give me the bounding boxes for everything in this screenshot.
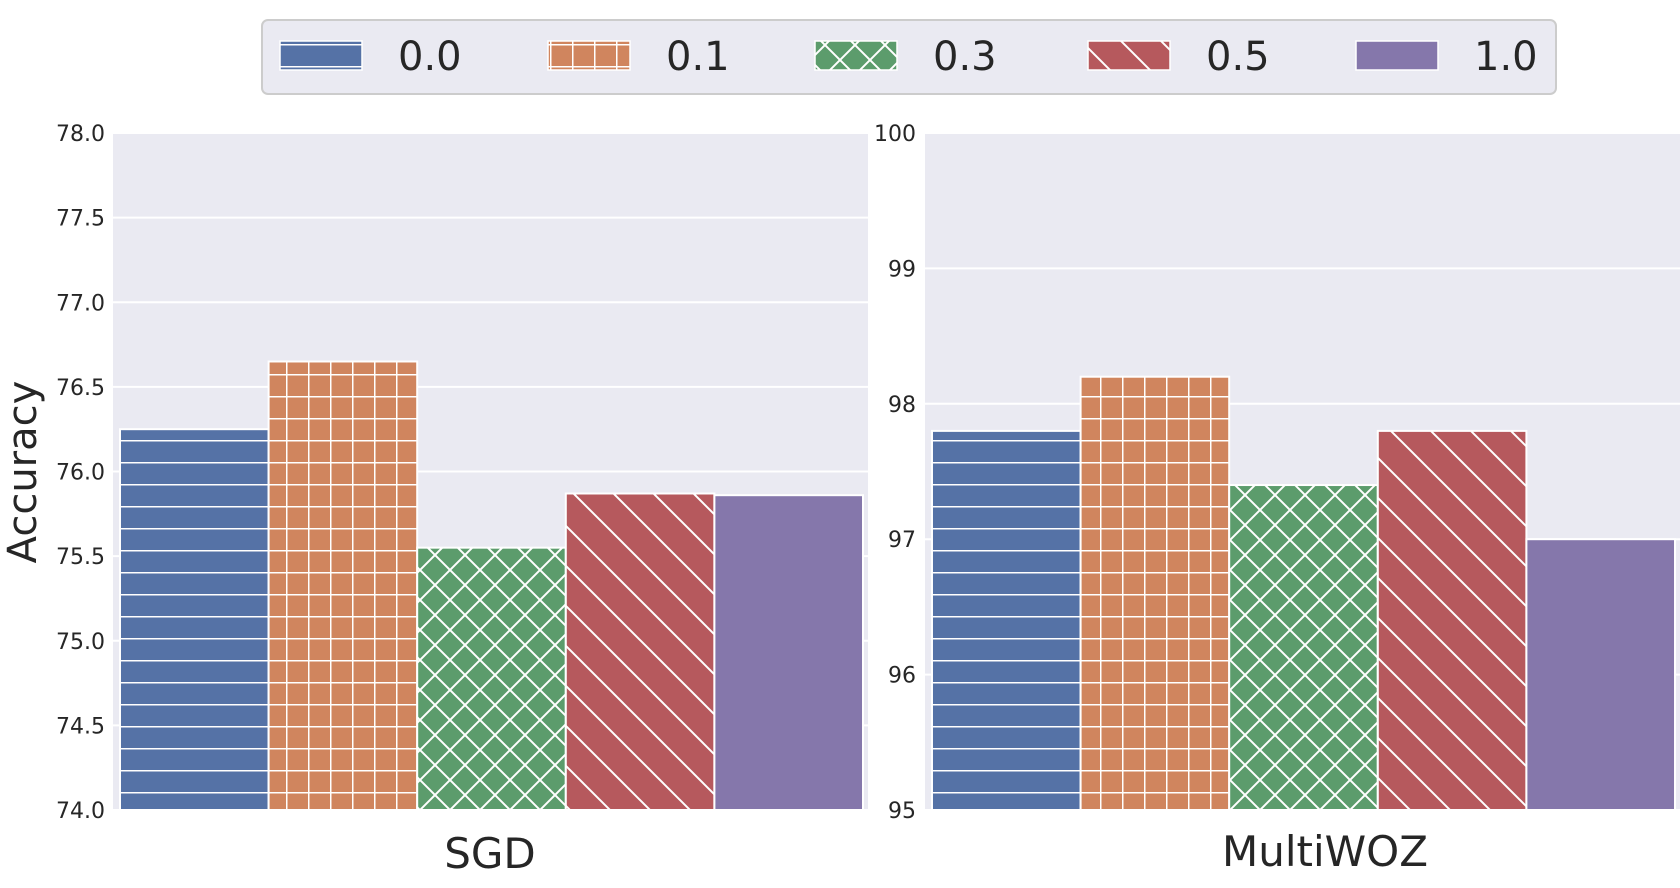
x-axis-label-sgd: SGD — [444, 829, 536, 878]
bar-multiwoz-0-1 — [1079, 375, 1231, 811]
y-tick-label: 77.0 — [56, 291, 105, 316]
legend-item-0-3: 0.3 — [814, 34, 997, 80]
y-tick-label: 98 — [888, 393, 916, 418]
legend-label: 0.5 — [1206, 34, 1270, 80]
bar-sgd-1-0 — [713, 494, 865, 811]
legend-swatch — [1355, 40, 1439, 71]
panel-multiwoz: 95 96 97 98 99 100 MultiWOZ — [874, 122, 1680, 876]
legend-item-0-0: 0.0 — [279, 34, 462, 80]
legend-item-0-5: 0.5 — [1087, 34, 1270, 80]
bar-sgd-0-3 — [416, 546, 567, 811]
y-tick-label: 77.5 — [56, 207, 105, 232]
y-tick-label: 97 — [888, 528, 916, 553]
legend-item-1-0: 1.0 — [1355, 34, 1538, 80]
y-tick-label: 75.5 — [56, 545, 105, 570]
y-axis-label: Accuracy — [0, 381, 46, 564]
bars-sgd — [119, 360, 865, 811]
legend-label: 0.0 — [398, 34, 462, 80]
bar-sgd-0-0 — [119, 428, 270, 811]
y-tick-label: 75.0 — [56, 630, 105, 655]
legend-item-0-1: 0.1 — [547, 34, 730, 80]
y-tick-label: 74.5 — [56, 714, 105, 739]
legend: 0.0 0.1 0.3 0.5 1.0 — [261, 19, 1557, 95]
y-tick-label: 100 — [874, 122, 916, 147]
legend-swatch — [279, 40, 363, 71]
bar-multiwoz-1-0 — [1525, 538, 1677, 811]
x-axis-label-multiwoz: MultiWOZ — [1222, 827, 1428, 876]
y-tick-label: 96 — [888, 664, 916, 689]
legend-label: 0.3 — [933, 34, 997, 80]
bar-multiwoz-0-3 — [1228, 484, 1379, 811]
legend-label: 1.0 — [1474, 34, 1538, 80]
panel-sgd: 74.0 74.5 75.0 75.5 76.0 76.5 77.0 77.5 78.0 SGD… — [0, 122, 868, 878]
y-ticks-multiwoz: 95 96 97 98 99 100 — [874, 122, 916, 824]
bar-sgd-0-5 — [564, 492, 716, 811]
y-ticks-sgd: 74.0 74.5 75.0 75.5 76.0 76.5 77.0 77.5 78.0 — [56, 122, 105, 824]
y-tick-label: 95 — [888, 799, 916, 824]
legend-swatch — [814, 40, 898, 71]
bars-multiwoz — [931, 375, 1677, 811]
bar-sgd-0-1 — [267, 360, 419, 811]
legend-frame — [261, 19, 1557, 95]
y-tick-label: 76.0 — [56, 461, 105, 486]
legend-swatch — [547, 40, 631, 71]
legend-swatch — [1087, 40, 1171, 71]
y-tick-label: 99 — [888, 257, 916, 282]
bar-multiwoz-0-0 — [931, 429, 1082, 811]
y-tick-label: 74.0 — [56, 799, 105, 824]
legend-label: 0.1 — [666, 34, 730, 80]
bar-multiwoz-0-5 — [1376, 429, 1528, 811]
y-tick-label: 76.5 — [56, 376, 105, 401]
y-tick-label: 78.0 — [56, 122, 105, 147]
